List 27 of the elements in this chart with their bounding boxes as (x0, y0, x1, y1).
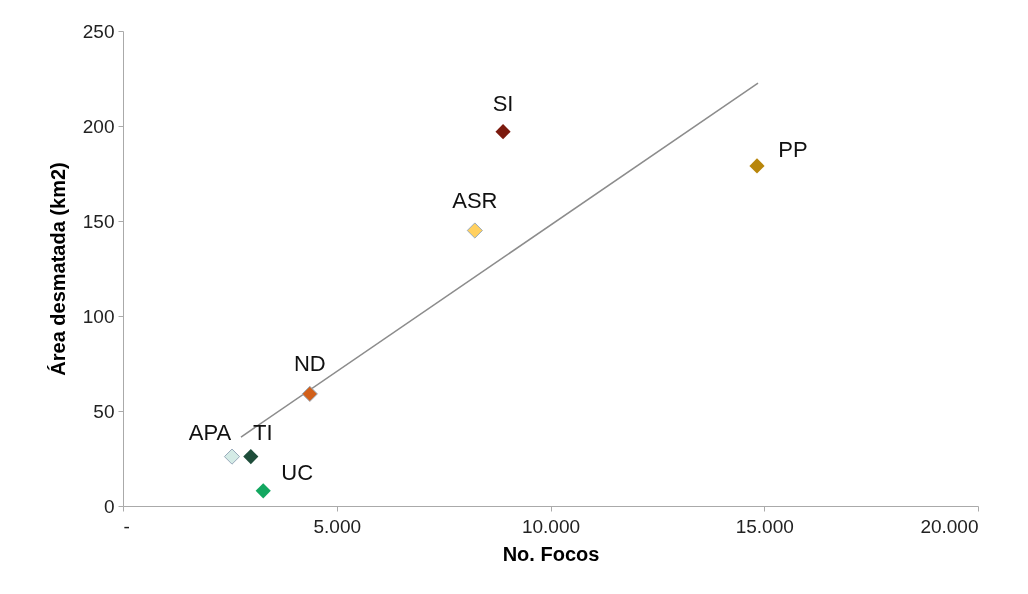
x-tick-label: 5.000 (313, 515, 362, 537)
x-tick-label: 20.000 (920, 515, 979, 537)
series-label: ND (293, 350, 326, 376)
point (301, 385, 318, 402)
point (223, 448, 241, 465)
series-label: UC (281, 459, 314, 485)
series-label: SI (492, 90, 514, 116)
y-tick-label: 200 (82, 115, 115, 137)
point (255, 483, 271, 499)
series-label: TI (253, 419, 273, 445)
x-tick-label: 10.000 (521, 515, 581, 537)
point (466, 222, 483, 239)
x-tick-label: - (123, 515, 130, 537)
point (749, 158, 765, 174)
y-tick-label: 250 (82, 20, 115, 42)
y-tick-label: 50 (93, 400, 115, 422)
y-tick-label: 0 (103, 495, 115, 517)
x-axis-title: No. Focos (502, 542, 600, 565)
series-label: PP (778, 136, 808, 162)
point (495, 124, 511, 140)
y-tick-label: 150 (82, 210, 115, 232)
series-label: APA (188, 419, 232, 445)
point (243, 449, 259, 465)
y-axis-title: Área desmatada (km2) (46, 162, 69, 376)
series-label: ASR (452, 187, 498, 213)
x-tick-label: 15.000 (735, 515, 794, 537)
y-tick-label: 100 (82, 305, 115, 327)
